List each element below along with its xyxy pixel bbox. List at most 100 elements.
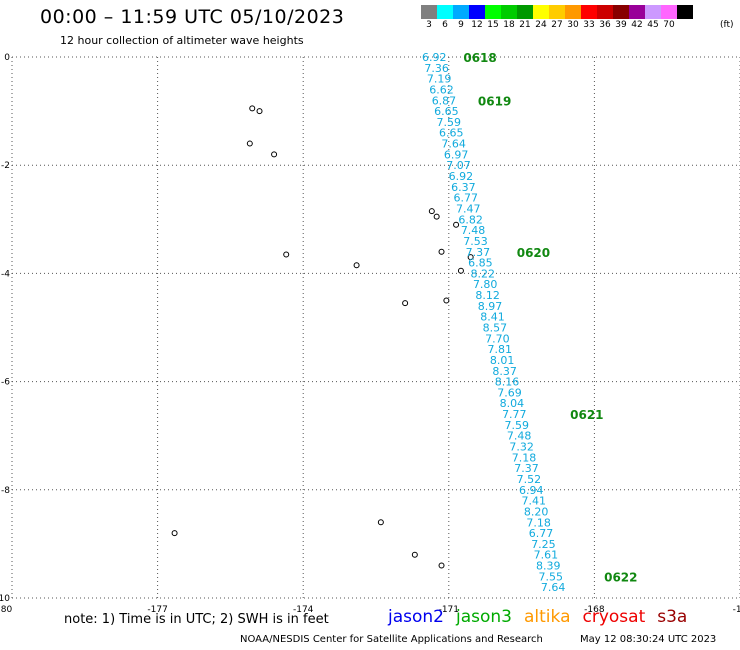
- legend-swatch: [565, 5, 581, 19]
- legend-label: 45: [647, 20, 659, 30]
- satellite-legend: jason2 jason3 altika cryosat s3a: [388, 607, 699, 627]
- swh-value: 6.65: [439, 127, 464, 140]
- swh-value: 8.16: [495, 376, 520, 389]
- legend-swatch: [549, 5, 565, 19]
- lat-tick-label: -6: [1, 378, 10, 388]
- island-outline: [433, 213, 440, 220]
- legend-label: 24: [535, 20, 547, 30]
- legend-swatch: [421, 5, 437, 19]
- swh-value: 7.81: [488, 343, 513, 356]
- island-outline: [443, 297, 450, 304]
- legend-swatch: [597, 5, 613, 19]
- swh-value: 7.47: [456, 202, 481, 215]
- swh-value: 6.77: [454, 192, 479, 205]
- swh-value: 6.37: [451, 181, 476, 194]
- time-mark: 0620: [517, 246, 550, 260]
- swh-value: 8.12: [475, 289, 500, 302]
- swh-value: 7.41: [521, 495, 546, 508]
- lon-tick-label: -177: [147, 605, 167, 615]
- swh-value: 6.77: [529, 527, 554, 540]
- swh-value: 7.61: [534, 549, 559, 562]
- lon-tick-label: -180: [0, 605, 12, 615]
- legend-swatch: [533, 5, 549, 19]
- legend-label: 30: [567, 20, 579, 30]
- legend-label: 39: [615, 20, 627, 30]
- satellite-s3a: s3a: [657, 607, 688, 627]
- swh-value: 7.69: [497, 386, 522, 399]
- legend-label: 9: [458, 20, 464, 30]
- swh-value: 7.32: [509, 441, 534, 454]
- lon-tick-label: -171: [439, 605, 459, 615]
- legend-label: 15: [487, 20, 499, 30]
- time-mark: 0622: [604, 570, 637, 584]
- swh-value: 7.64: [541, 581, 566, 594]
- swh-value: 7.52: [517, 473, 542, 486]
- legend-label: 33: [583, 20, 595, 30]
- island-outline: [438, 562, 445, 569]
- swh-value: 7.37: [514, 462, 539, 475]
- credit-text: NOAA/NESDIS Center for Satellite Applica…: [240, 634, 543, 645]
- legend-swatch: [645, 5, 661, 19]
- satellite-cryosat: cryosat: [582, 607, 646, 627]
- swh-value: 6.94: [519, 484, 544, 497]
- swh-value: 6.62: [429, 83, 454, 96]
- page-title: 00:00 – 11:59 UTC 05/10/2023: [40, 6, 345, 28]
- legend-label: 18: [503, 20, 515, 30]
- swh-value: 6.92: [449, 170, 474, 183]
- island-outline: [467, 254, 474, 261]
- lon-tick-label: -174: [293, 605, 314, 615]
- swh-value: 8.37: [492, 365, 517, 378]
- legend-swatch: [661, 5, 677, 19]
- legend-swatch: [453, 5, 469, 19]
- swh-value: 8.39: [536, 560, 561, 573]
- footnote: note: 1) Time is in UTC; 2) SWH is in fe…: [64, 612, 329, 627]
- legend-unit: (ft): [720, 20, 734, 30]
- page-subtitle: 12 hour collection of altimeter wave hei…: [60, 34, 304, 47]
- island-outline: [256, 108, 263, 115]
- island-outline: [171, 530, 178, 537]
- legend-label: 6: [442, 20, 448, 30]
- island-outline: [402, 300, 409, 307]
- legend-swatch: [485, 5, 501, 19]
- lat-tick-label: -2: [1, 161, 10, 171]
- swh-value: 7.59: [437, 116, 462, 129]
- swh-value: 6.82: [458, 213, 483, 226]
- swh-value: 8.22: [471, 267, 496, 280]
- legend-label: 12: [471, 20, 483, 30]
- swh-value: 7.64: [441, 138, 466, 151]
- island-outline: [438, 248, 445, 255]
- swh-value: 7.48: [461, 224, 486, 237]
- swh-value: 8.97: [478, 300, 503, 313]
- legend-swatch: [469, 5, 485, 19]
- legend-label: 36: [599, 20, 611, 30]
- swh-value: 7.53: [463, 235, 488, 248]
- swh-value: 7.25: [531, 538, 556, 551]
- legend-label: 27: [551, 20, 563, 30]
- swh-value: 7.48: [507, 430, 532, 443]
- lon-tick-label: -16: [733, 605, 740, 615]
- swh-value: 7.07: [446, 159, 471, 172]
- swh-value: 8.57: [483, 322, 508, 335]
- swh-value: 6.97: [444, 148, 469, 161]
- generated-timestamp: May 12 08:30:24 UTC 2023: [580, 634, 717, 645]
- swh-value: 7.19: [427, 73, 452, 86]
- time-mark: 0618: [463, 51, 496, 65]
- swh-value: 7.80: [473, 278, 498, 291]
- legend-swatch: [437, 5, 453, 19]
- lon-tick-label: -168: [584, 605, 605, 615]
- legend-swatch: [517, 5, 533, 19]
- time-mark: 0619: [478, 94, 511, 108]
- island-outline: [457, 267, 464, 274]
- swh-value: 8.41: [480, 311, 505, 324]
- legend-label: 42: [631, 20, 643, 30]
- satellite-altika: altika: [524, 607, 571, 627]
- swh-value: 7.70: [485, 332, 510, 345]
- time-mark: 0621: [570, 408, 603, 422]
- legend-swatch: [613, 5, 629, 19]
- legend-swatches: [421, 5, 693, 19]
- swh-value: 7.18: [526, 516, 551, 529]
- legend-label: 70: [663, 20, 675, 30]
- swh-value: 6.85: [468, 257, 493, 270]
- swh-value: 6.65: [434, 105, 459, 118]
